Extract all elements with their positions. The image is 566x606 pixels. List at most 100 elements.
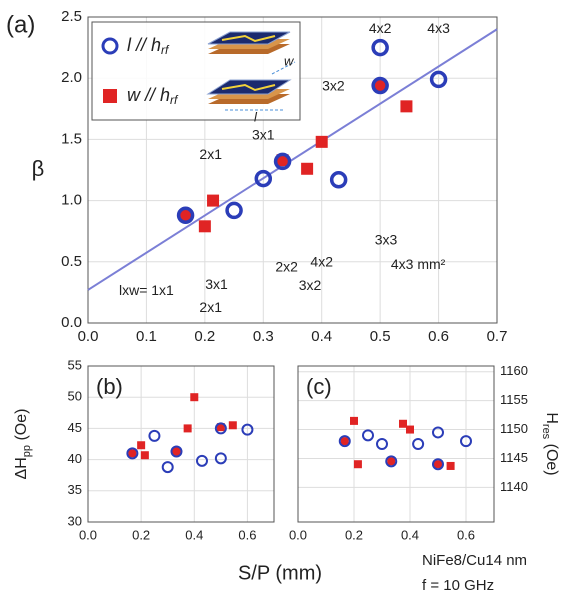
y-tick-label: 45 xyxy=(68,420,82,435)
y-tick-label: 40 xyxy=(68,451,82,466)
y-tick-label: 50 xyxy=(68,389,82,404)
x-tick-label: 0.2 xyxy=(345,527,363,542)
panel-label: (b) xyxy=(96,374,123,399)
marker-circle xyxy=(376,438,388,450)
panel-label: (a) xyxy=(6,11,35,38)
marker-square xyxy=(140,451,149,460)
annotation: 3x2 xyxy=(299,277,322,293)
x-tick-label: 0.5 xyxy=(370,328,391,345)
marker-circle xyxy=(254,169,273,188)
x-tick-label: 0.4 xyxy=(401,527,419,542)
annotation: 2x2 xyxy=(275,259,298,275)
marker-square xyxy=(172,447,181,456)
fit-line xyxy=(87,28,498,291)
y-label-main: ΔH xyxy=(13,457,30,479)
marker-circle xyxy=(338,435,351,448)
x-tick-label: 0.2 xyxy=(132,527,150,542)
x-tick-label: 0.4 xyxy=(185,527,203,542)
x-tick-label: 0.2 xyxy=(194,328,215,345)
device-line xyxy=(221,34,276,43)
plot-frame xyxy=(87,365,275,523)
marker-circle xyxy=(126,447,139,460)
y-tick-label: 55 xyxy=(68,357,82,372)
annotation: 2x1 xyxy=(199,146,222,162)
x-tick-label: 0.6 xyxy=(428,328,449,345)
marker-circle xyxy=(329,171,348,189)
panel-label: (c) xyxy=(306,374,332,399)
marker-circle xyxy=(148,429,161,442)
dimension-arrow xyxy=(271,61,296,75)
marker-square xyxy=(183,424,192,433)
marker-circle xyxy=(241,423,254,436)
y-tick-label: 1145 xyxy=(500,450,528,465)
marker-circle xyxy=(362,429,374,442)
marker-circle xyxy=(429,70,448,89)
y-axis-label: Hres (Oe) xyxy=(540,412,560,475)
y-tick-label: 30 xyxy=(68,513,82,528)
annotation: 4x3 xyxy=(427,20,450,36)
y-tick-label: 1140 xyxy=(500,479,528,494)
y-tick-label: 1160 xyxy=(500,363,528,378)
marker-square xyxy=(301,162,314,175)
y-tick-label: 0.0 xyxy=(61,314,82,331)
marker-square xyxy=(353,460,362,469)
note: f = 10 GHz xyxy=(422,577,494,594)
marker-circle xyxy=(432,458,444,471)
legend-subscript: rf xyxy=(161,43,170,57)
marker-circle xyxy=(161,461,174,474)
y-tick-label: 2.5 xyxy=(61,8,82,25)
x-tick-label: 0.3 xyxy=(253,328,274,345)
annotation: 3x2 xyxy=(322,77,345,93)
legend-label: w // hrf xyxy=(127,85,179,107)
annotation: 2x1 xyxy=(199,299,222,315)
y-tick-label: 1.5 xyxy=(61,130,82,147)
plot-frame xyxy=(297,365,495,523)
device-line xyxy=(221,83,276,92)
marker-circle xyxy=(170,445,183,458)
inset-label: l xyxy=(254,109,258,124)
y-label-main: H xyxy=(543,412,560,424)
annotation: 3x3 xyxy=(375,232,398,248)
marker-square xyxy=(434,460,442,469)
marker-square xyxy=(198,220,211,233)
marker-circle xyxy=(371,38,389,57)
annotation: 4x2 xyxy=(310,254,333,270)
y-tick-label: 1155 xyxy=(500,392,528,407)
marker-circle xyxy=(214,452,227,465)
marker-square xyxy=(399,419,407,428)
x-tick-label: 0.4 xyxy=(311,328,332,345)
legend-label: l // hrf xyxy=(127,35,170,57)
marker-square xyxy=(216,423,225,432)
annotation: 4x3 mm² xyxy=(391,256,446,272)
marker-square xyxy=(374,79,387,92)
marker-square xyxy=(207,194,220,207)
y-tick-label: 0.5 xyxy=(61,253,82,270)
legend-marker xyxy=(103,89,117,103)
inset-devices xyxy=(206,31,296,111)
x-tick-label: 0.6 xyxy=(238,527,256,542)
x-tick-label: 0.7 xyxy=(487,328,508,345)
marker-circle xyxy=(195,454,208,467)
legend-subscript: rf xyxy=(170,93,179,107)
annotation: 3x1 xyxy=(205,276,228,292)
y-label-unit: (Oe) xyxy=(13,409,30,445)
marker-square xyxy=(406,425,414,434)
marker-square xyxy=(340,437,349,446)
marker-square xyxy=(387,457,396,466)
marker-square xyxy=(400,100,413,113)
x-tick-label: 0.6 xyxy=(457,527,475,542)
legend-marker xyxy=(101,37,119,55)
x-tick-label: 0.0 xyxy=(78,328,99,345)
marker-square xyxy=(350,416,358,425)
x-axis-label: S/P (mm) xyxy=(238,562,322,584)
marker-circle xyxy=(385,455,398,468)
marker-square xyxy=(446,461,455,470)
legend-name: w // h xyxy=(127,85,170,105)
x-tick-label: 0.0 xyxy=(79,527,97,542)
note: NiFe8/Cu14 nm xyxy=(422,552,527,569)
y-tick-label: 35 xyxy=(68,482,82,497)
y-label-sub: pp xyxy=(21,445,33,457)
annotation: 3x1 xyxy=(252,126,275,142)
marker-square xyxy=(137,441,146,450)
